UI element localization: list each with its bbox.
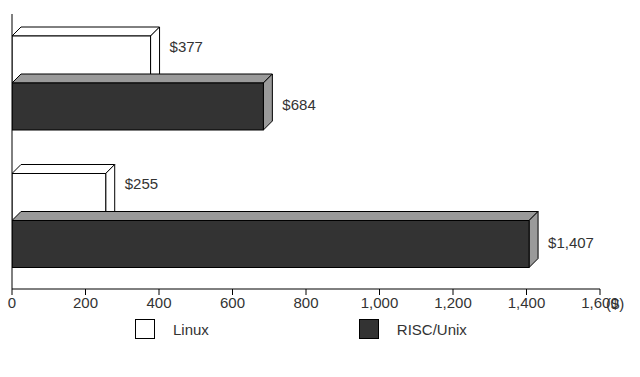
svg-text:1,600: 1,600: [581, 293, 619, 311]
html-text:RISC/Unix: RISC/Unix: [396, 320, 467, 338]
svg-text:$1,407: $1,407: [548, 234, 594, 251]
svg-text:($): ($): [606, 295, 624, 312]
svg-text:$255: $255: [125, 175, 158, 192]
svg-text:400: 400: [146, 294, 171, 311]
svg-text:1,000: 1,000: [361, 294, 399, 311]
svg-text:600: 600: [220, 294, 245, 311]
svg-text:200: 200: [73, 294, 98, 311]
html-text:Linux: Linux: [173, 320, 209, 338]
svg-text:800: 800: [293, 294, 318, 311]
svg-text:$377: $377: [170, 38, 203, 55]
svg-text:0: 0: [8, 294, 16, 311]
svg-text:1,400: 1,400: [508, 294, 546, 311]
svg-text:$684: $684: [282, 96, 315, 113]
svg-text:1,200: 1,200: [434, 294, 472, 311]
